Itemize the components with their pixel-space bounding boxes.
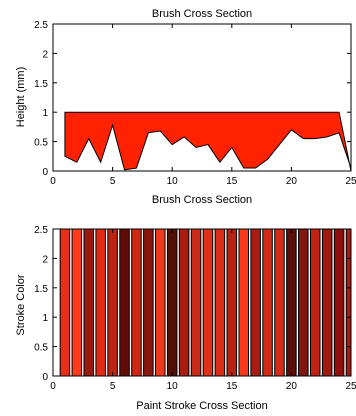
c2-x-tick-label: 5 [110,381,116,392]
c2-y-tick-label: 2 [42,254,48,265]
stroke-color-bar [286,228,297,377]
c1-x-tick-label: 25 [345,176,356,187]
stroke-color-bar [238,228,249,377]
chart1-y-axis-label: Height (mm) [15,67,27,128]
c2-x-tick-label: 20 [286,381,298,392]
c1-y-tick-label: 2.5 [34,20,48,31]
chart2-y-ticks: 0 0.5 1 1.5 2 2.5 [34,225,351,383]
c1-y-tick-label: 2 [42,49,48,60]
stroke-color-bar [298,228,309,377]
stroke-color-bar [166,228,178,377]
c1-x-tick-label: 15 [226,176,238,187]
stroke-color-bar [107,228,118,377]
c1-x-tick-label: 5 [110,176,116,187]
c1-y-tick-label: 1.5 [34,79,48,90]
c2-y-tick-label: 2.5 [34,225,48,236]
stroke-color-bar [333,228,345,377]
stroke-color-bar [71,228,83,377]
chart1-title: Brush Cross Section [152,8,252,20]
c1-x-tick-label: 20 [286,176,298,187]
c1-y-tick-label: 1 [42,108,48,119]
stroke-color-bar [178,228,190,377]
c2-x-tick-label: 0 [50,381,56,392]
brush-cross-section-chart: Brush Cross Section 0 5 10 15 20 25 0 0.5 1 1.5 2… [15,8,356,206]
stroke-color-bar [119,228,130,377]
brush-cross-section-area [64,111,352,172]
stroke-color-bar [83,228,95,377]
chart1-axes-frame [52,23,352,172]
c2-y-tick-label: 0.5 [34,343,48,354]
stroke-color-bar [321,228,333,377]
stroke-color-bar [202,228,214,377]
stroke-color-bar [131,228,142,377]
c1-y-tick-label: 0 [42,167,48,178]
chart1-plot-area [64,111,352,172]
c1-x-tick-label: 10 [167,176,179,187]
stroke-color-bar [190,228,202,377]
stroke-color-bar [226,228,238,377]
stroke-color-bar [262,228,273,377]
stroke-color-bar [309,228,321,377]
c2-y-tick-label: 0 [42,372,48,383]
stroke-color-bar [214,228,226,377]
chart2-x-ticks: 0 5 10 15 20 25 [50,229,356,392]
c1-x-tick-label: 0 [50,176,56,187]
stroke-color-bar [345,228,352,377]
c2-x-tick-label: 10 [167,381,179,392]
chart1-x-axis-label: Brush Cross Section [152,194,252,206]
chart2-axes-frame [52,228,352,377]
chart1-x-ticks: 0 5 10 15 20 25 [50,24,356,187]
chart2-x-axis-label: Paint Stroke Cross Section [136,400,267,412]
chart1-y-ticks: 0 0.5 1 1.5 2 2.5 [34,20,351,178]
c2-x-tick-label: 15 [226,381,238,392]
c2-y-tick-label: 1.5 [34,284,48,295]
chart2-y-axis-label: Stroke Color [15,274,27,335]
c1-y-tick-label: 0.5 [34,138,48,149]
c2-x-tick-label: 25 [345,381,356,392]
paint-stroke-chart: 0 5 10 15 20 25 0 0.5 1 1.5 2 2.5 Paint Stroke Cro… [15,225,356,412]
c2-y-tick-label: 1 [42,313,48,324]
stroke-color-bar [95,228,106,377]
stroke-color-bar [143,228,154,377]
stroke-color-bar [250,228,261,377]
stroke-color-bar [59,228,71,377]
stroke-color-bar [274,228,285,377]
chart2-plot-area [59,228,352,377]
stroke-color-bar [155,228,166,377]
